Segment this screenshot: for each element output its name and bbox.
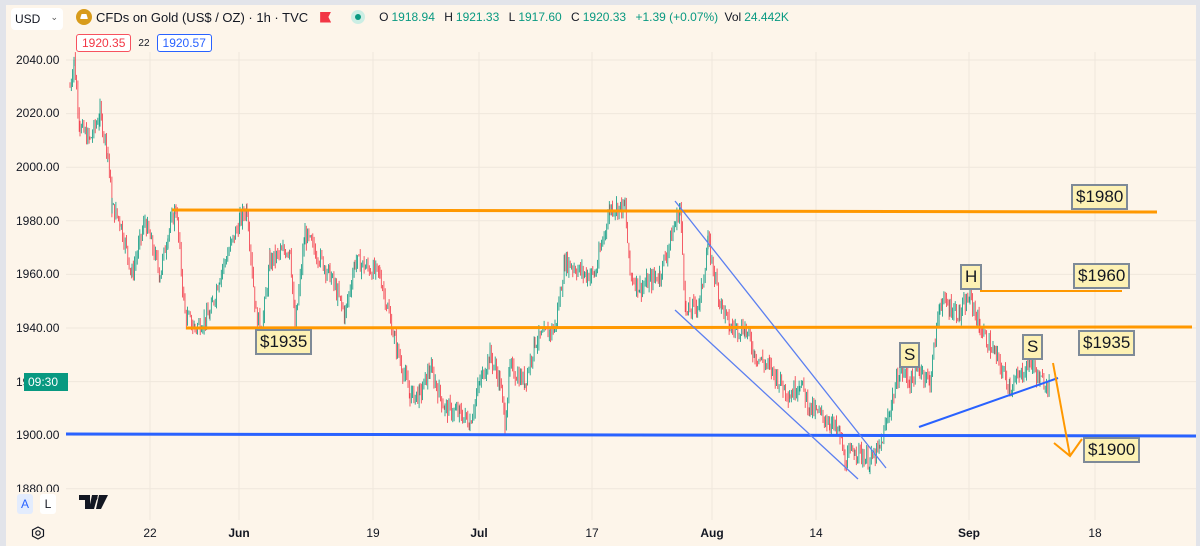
time-tick: Jun [228, 526, 250, 540]
price-tick: 2000.00 [16, 160, 60, 174]
time-tick: Jul [470, 526, 488, 540]
neckline [918, 377, 1059, 428]
settings-icon[interactable] [31, 526, 45, 545]
time-tick: 14 [809, 526, 823, 540]
support-1935-line [185, 325, 1193, 330]
buy-price-button[interactable]: 1920.57 [156, 34, 212, 52]
price-tick: 1980.00 [16, 214, 60, 228]
time-tick: 19 [366, 526, 380, 540]
resistance-1980-line [171, 208, 1158, 214]
note-1980[interactable]: $1980 [1071, 184, 1129, 210]
gold-symbol-icon [76, 9, 92, 25]
candles [69, 52, 1050, 475]
bid-ask: 1920.35 22 1920.57 [76, 34, 212, 52]
projection-arrow-shaft [1052, 362, 1071, 457]
symbol-legend: CFDs on Gold (US$ / OZ) · 1h · TVC O 1918… [76, 9, 795, 25]
price-tick: 2020.00 [16, 106, 60, 120]
market-open-icon [351, 10, 366, 24]
channel-lower-line [674, 309, 859, 480]
chart-pane[interactable] [6, 5, 1196, 546]
currency-select-value: USD [15, 12, 41, 26]
note-right-shoulder[interactable]: S [1022, 334, 1044, 360]
chevron-down-icon: ⌄ [50, 12, 58, 22]
spread-value: 22 [138, 37, 150, 49]
time-tick: Aug [700, 526, 724, 540]
price-tick: 1880.00 [16, 482, 60, 492]
note-1935-left[interactable]: $1935 [255, 329, 313, 355]
time-tick: 22 [143, 526, 157, 540]
bar-countdown: 09:30 [24, 373, 68, 391]
tradingview-logo [79, 493, 109, 514]
note-1960[interactable]: $1960 [1073, 263, 1131, 289]
log-scale-button[interactable]: L [40, 494, 56, 514]
ohlc-values: O 1918.94 H 1921.33 L 1917.60 C 1920.33 +1.3… [379, 10, 789, 24]
price-tick: 1940.00 [16, 321, 60, 335]
price-tick: 1960.00 [16, 267, 60, 281]
projection-arrowhead [1053, 438, 1083, 458]
flag-icon[interactable] [320, 11, 332, 23]
change-value: +1.39 (+0.07%) [635, 10, 719, 24]
channel-upper-line [674, 200, 887, 469]
price-tick: 1900.00 [16, 428, 60, 442]
note-head[interactable]: H [960, 264, 983, 290]
time-tick: Sep [957, 526, 981, 540]
note-1935-right[interactable]: $1935 [1078, 330, 1136, 356]
price-tick: 2040.00 [16, 53, 60, 67]
grid-lines [66, 52, 1196, 520]
note-left-shoulder[interactable]: S [899, 342, 921, 368]
sell-price-button[interactable]: 1920.35 [76, 34, 132, 52]
note-1900[interactable]: $1900 [1083, 437, 1141, 463]
currency-select[interactable]: USD ⌄ [11, 8, 63, 30]
time-tick: 18 [1088, 526, 1102, 540]
symbol-title[interactable]: CFDs on Gold (US$ / OZ) · 1h · TVC [96, 9, 309, 25]
time-tick: 17 [585, 526, 599, 540]
support-1900-line [65, 432, 1197, 438]
auto-scale-button[interactable]: A [17, 494, 33, 514]
